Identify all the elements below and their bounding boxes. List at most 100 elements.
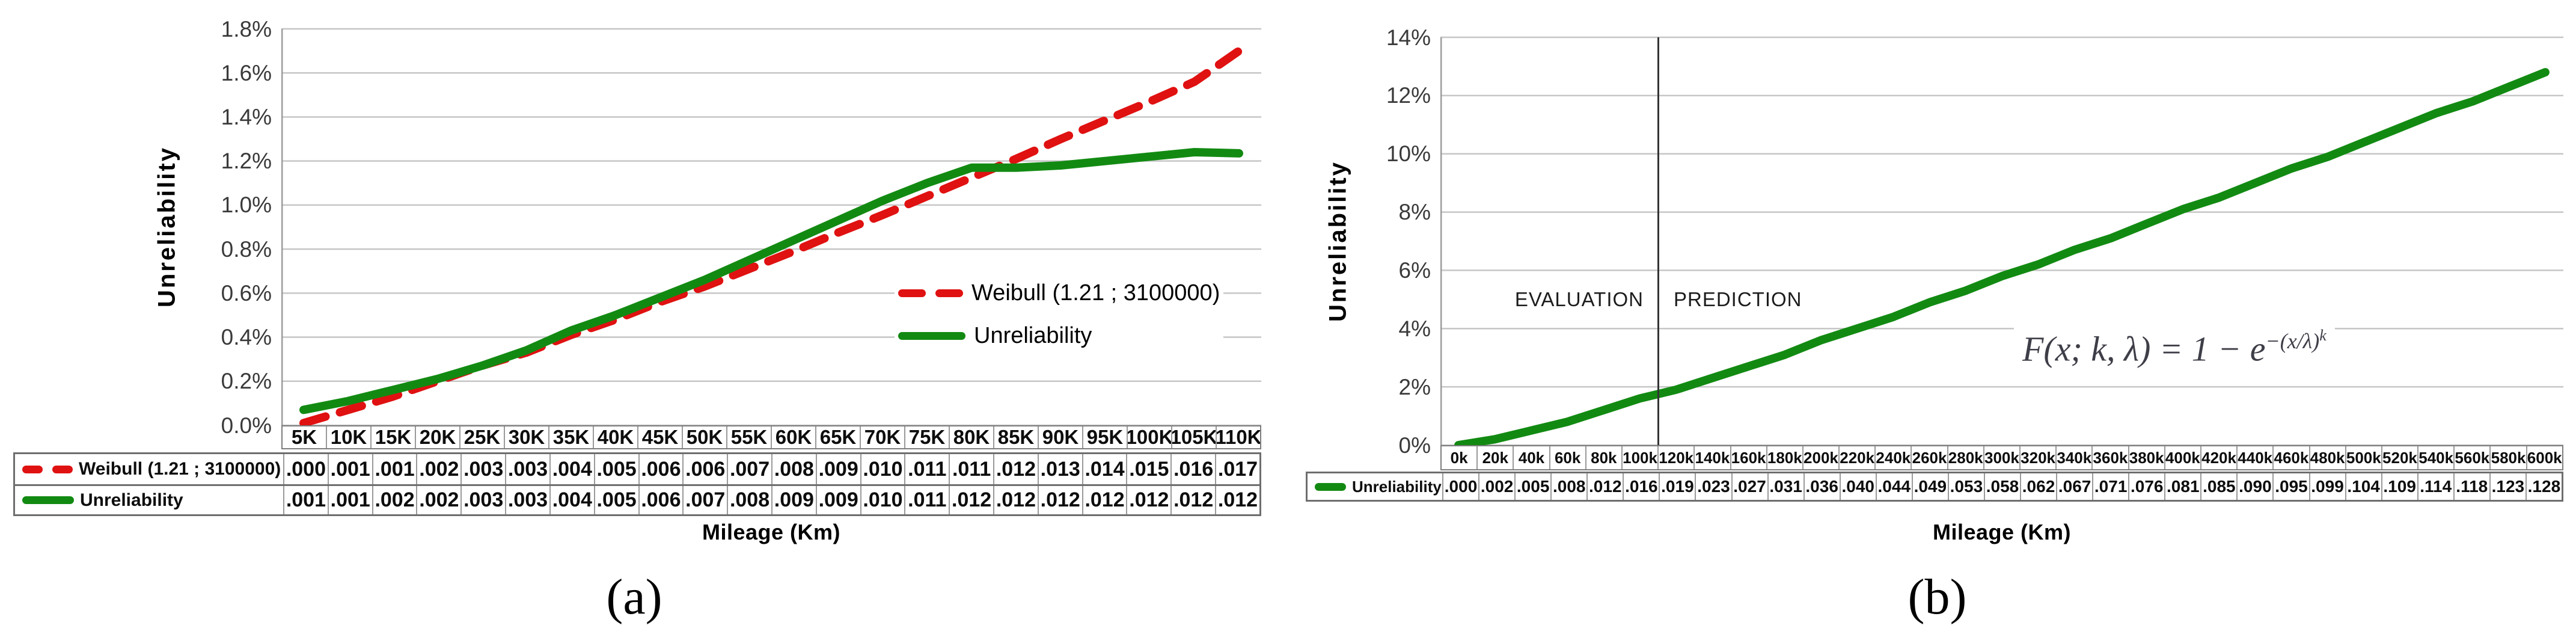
- table-value-cell: .003: [460, 486, 505, 514]
- unreliability-line-swatch: [898, 332, 965, 340]
- table-value-cell: .016: [1623, 473, 1659, 500]
- dash-segment: [22, 465, 43, 473]
- x-tick-cell: 65K: [815, 426, 860, 448]
- table-value-cell: .004: [549, 486, 594, 514]
- x-tick-cell: 500k: [2345, 446, 2381, 469]
- y-tick-label: 10%: [1386, 141, 1431, 167]
- table-value-cell: .099: [2308, 473, 2345, 500]
- dash-segment: [52, 465, 73, 473]
- x-tick-cell: 100k: [1621, 446, 1657, 469]
- table-value-cell: .027: [1731, 473, 1767, 500]
- x-tick-cell: 200k: [1802, 446, 1838, 469]
- table-value-cell: .002: [372, 486, 417, 514]
- x-tick-cell: 600k: [2526, 446, 2562, 469]
- y-tick-label: 8%: [1398, 200, 1431, 225]
- y-tick-label: 12%: [1386, 83, 1431, 108]
- table-value-cell: .012: [949, 486, 993, 514]
- table-value-cell: .067: [2056, 473, 2092, 500]
- x-tick-cell: 35K: [548, 426, 593, 448]
- y-tick-label: 1.4%: [221, 104, 272, 129]
- table-value-cell: .011: [904, 454, 949, 484]
- y-tick-label: 0.4%: [221, 325, 272, 350]
- table-value-cell: .012: [1586, 473, 1623, 500]
- formula-exponent-power: k: [2319, 327, 2327, 344]
- table-value-cell: .002: [416, 454, 460, 484]
- table-value-cell: .040: [1839, 473, 1876, 500]
- figure-a-data-table: Weibull (1.21 ; 3100000) .000.001.001.002…: [13, 452, 1261, 516]
- table-value-cell: .010: [860, 454, 905, 484]
- table-value-cell: .044: [1875, 473, 1912, 500]
- x-tick-cell: 20k: [1476, 446, 1513, 469]
- x-tick-cell: 580k: [2489, 446, 2526, 469]
- figure-b-data-table: Unreliability .000.002.005.008.012.016.01…: [1306, 472, 2563, 502]
- figure-a-legend: Weibull (1.21 ; 3100000) Unreliability: [895, 278, 1224, 351]
- x-tick-cell: 5K: [291, 426, 317, 448]
- x-tick-cell: 40K: [593, 426, 637, 448]
- y-tick-label: 0.2%: [221, 369, 272, 394]
- prediction-label: PREDICTION: [1674, 288, 1802, 310]
- table-value-cell: .010: [860, 486, 905, 514]
- figure-b-plot-svg: [1440, 36, 2563, 449]
- table-value-cell: .062: [2020, 473, 2056, 500]
- dash-segment: [935, 289, 963, 297]
- weibull-formula: F(x; k, λ) = 1 − e−(x/λ)k: [2014, 322, 2335, 374]
- table-value-cell: .128: [2525, 473, 2562, 500]
- table-value-cell: .095: [2272, 473, 2308, 500]
- x-tick-cell: 360k: [2091, 446, 2128, 469]
- table-value-cell: .012: [1081, 486, 1127, 514]
- y-tick-label: 2%: [1398, 374, 1431, 399]
- y-tick-label: 0.6%: [221, 280, 272, 306]
- x-tick-cell: 120k: [1657, 446, 1693, 469]
- legend-entry-weibull: Weibull (1.21 ; 3100000): [898, 280, 1220, 306]
- table-value-cell: .019: [1659, 473, 1695, 500]
- x-tick-cell: 220k: [1838, 446, 1874, 469]
- solid-line-swatch: [22, 496, 74, 504]
- table-key-cell: Unreliability: [1308, 473, 1442, 500]
- table-value-cell: .002: [416, 486, 460, 514]
- table-value-cell: .008: [727, 486, 771, 514]
- figure-a-plot-svg: [281, 28, 1261, 428]
- table-value-cell: .081: [2164, 473, 2200, 500]
- table-value-cell: .014: [1081, 454, 1127, 484]
- table-row: Unreliability .001.001.002.002.003.003.00…: [15, 484, 1259, 514]
- x-tick-cell: 80k: [1585, 446, 1621, 469]
- table-value-cell: .104: [2345, 473, 2381, 500]
- y-tick-label: 0.0%: [221, 413, 272, 438]
- legend-label-weibull: Weibull (1.21 ; 3100000): [971, 280, 1220, 306]
- table-value-cell: .012: [993, 454, 1038, 484]
- x-tick-cell: 25K: [459, 426, 504, 448]
- table-value-cell: .007: [727, 454, 771, 484]
- x-tick-cell: 90K: [1038, 426, 1082, 448]
- table-key-label: Unreliability: [80, 490, 183, 510]
- table-value-cell: .076: [2128, 473, 2164, 500]
- x-tick-cell: 80K: [949, 426, 993, 448]
- x-tick-cell: 520k: [2381, 446, 2417, 469]
- table-value-cell: .007: [682, 486, 727, 514]
- x-tick-cell: 100K: [1127, 426, 1171, 448]
- y-tick-label: 4%: [1398, 316, 1431, 341]
- table-value-cell: .118: [2453, 473, 2489, 500]
- table-value-cell: .012: [1215, 486, 1259, 514]
- x-tick-cell: 70K: [860, 426, 904, 448]
- table-value-cell: .005: [593, 454, 638, 484]
- x-tick-cell: 30K: [504, 426, 548, 448]
- table-key-cell: Weibull (1.21 ; 3100000): [15, 454, 283, 484]
- figure-b-category-row: 0k 20k 40k 60k 80k 100k 120k 140k 160k 180k 200k 22…: [1440, 445, 2563, 470]
- table-value-cell: .001: [283, 486, 328, 514]
- table-value-cell: .003: [460, 454, 505, 484]
- x-tick-cell: 140k: [1693, 446, 1730, 469]
- table-value-cell: .011: [949, 454, 993, 484]
- x-tick-cell: 540k: [2417, 446, 2453, 469]
- x-tick-cell: 50K: [682, 426, 726, 448]
- x-tick-cell: 400k: [2164, 446, 2200, 469]
- x-tick-cell: 560k: [2453, 446, 2489, 469]
- figure-a-category-row: 5K 10K 15K 20K 25K 30K 35K 40K 45K 50K 55K 60K 65K 70…: [281, 425, 1261, 449]
- x-tick-cell: 55K: [726, 426, 771, 448]
- table-value-cell: .036: [1803, 473, 1840, 500]
- table-value-cell: .017: [1215, 454, 1259, 484]
- evaluation-prediction-divider: [1657, 37, 1659, 463]
- x-tick-cell: 340k: [2055, 446, 2091, 469]
- table-value-cell: .023: [1695, 473, 1731, 500]
- dashed-line-swatch: [22, 465, 73, 473]
- table-value-cell: .003: [505, 454, 549, 484]
